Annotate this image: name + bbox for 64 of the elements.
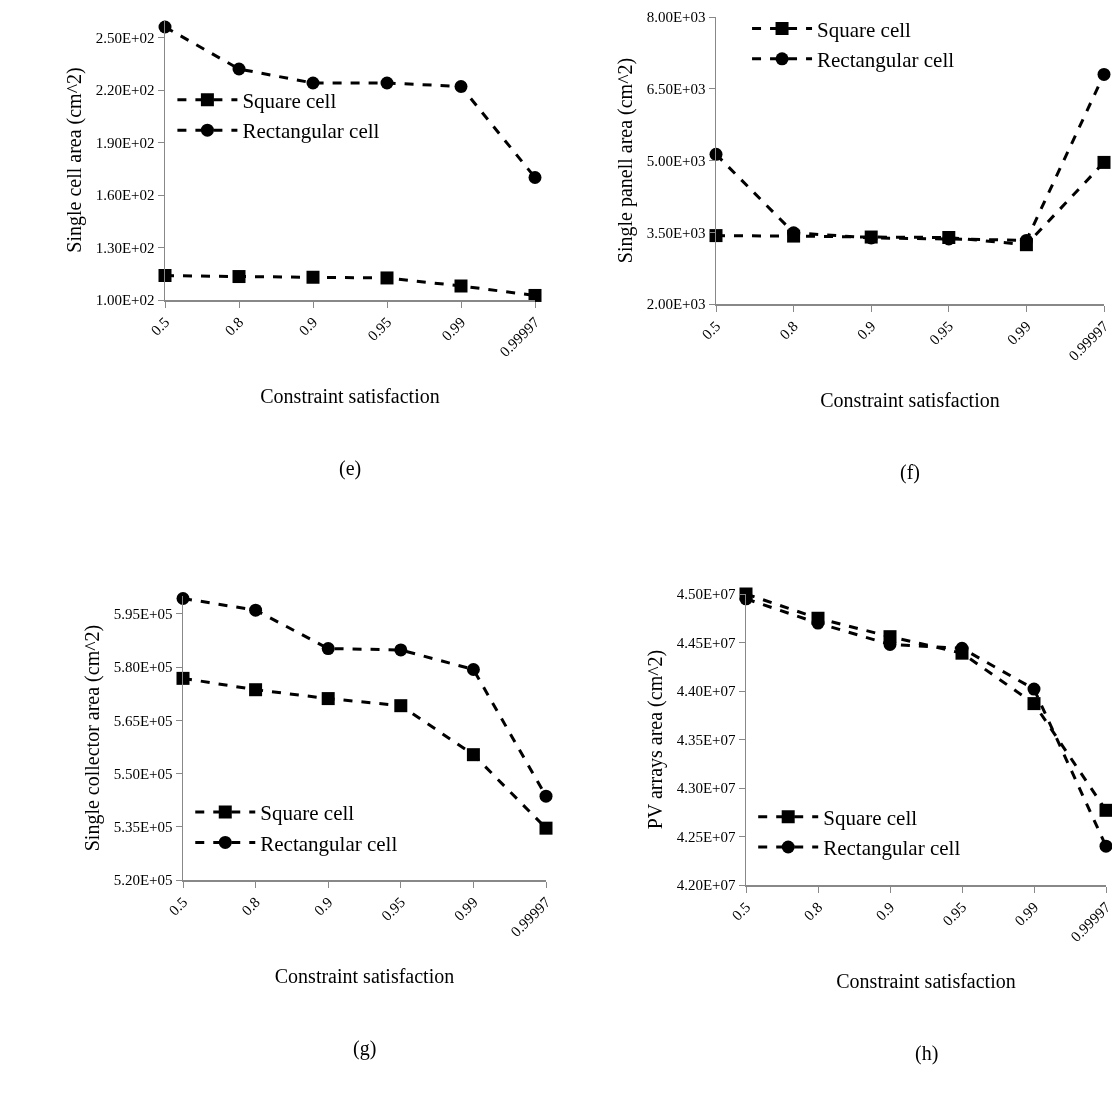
x-tick-label: 0.99 bbox=[438, 314, 469, 344]
y-tick-label: 5.20E+05 bbox=[113, 872, 173, 889]
legend-label: Square cell bbox=[242, 89, 337, 114]
text: (f) bbox=[900, 461, 920, 484]
legend-label: Rectangular cell bbox=[823, 836, 961, 861]
y-tick-label: 4.30E+07 bbox=[676, 780, 736, 797]
x-tick-label: 0.9 bbox=[295, 314, 321, 339]
x-axis-title: Constraint satisfaction bbox=[260, 385, 440, 408]
legend-label: Square cell bbox=[260, 801, 355, 826]
y-axis-title: Single cell area (cm^2) bbox=[63, 67, 87, 253]
legend-label: Rectangular cell bbox=[817, 48, 955, 73]
x-tick-label: 0.5 bbox=[728, 899, 754, 924]
x-tick-label: 0.99 bbox=[1011, 899, 1042, 929]
x-tick-label: 0.99 bbox=[1003, 318, 1034, 348]
y-tick-label: 4.40E+07 bbox=[676, 683, 736, 700]
y-axis-title: PV arrays area (cm^2) bbox=[644, 649, 668, 830]
x-tick-label: 0.8 bbox=[776, 318, 802, 343]
y-tick-label: 1.30E+02 bbox=[95, 239, 155, 256]
x-tick-label: 0.5 bbox=[147, 314, 173, 339]
y-tick-label: 4.25E+07 bbox=[676, 828, 736, 845]
x-tick-label: 0.95 bbox=[939, 899, 970, 929]
y-tick-label: 5.00E+03 bbox=[646, 152, 706, 169]
y-tick-label: 4.20E+07 bbox=[676, 877, 736, 894]
x-tick-label: 0.9 bbox=[311, 894, 336, 919]
x-axis-title: Constraint satisfaction bbox=[274, 965, 455, 988]
y-tick-label: 1.90E+02 bbox=[95, 134, 155, 151]
y-tick-label: 5.65E+05 bbox=[113, 712, 173, 729]
legend-label: Square cell bbox=[817, 17, 912, 42]
y-tick-label: 4.35E+07 bbox=[676, 731, 736, 748]
y-tick-label: 2.00E+03 bbox=[646, 296, 706, 313]
y-tick-label: 2.50E+02 bbox=[95, 29, 155, 46]
legend-label: Rectangular cell bbox=[260, 831, 398, 856]
text: (e) bbox=[339, 457, 362, 480]
y-tick-label: 4.50E+07 bbox=[676, 586, 736, 603]
x-tick-label: 0.95 bbox=[926, 318, 957, 348]
y-tick-label: 8.00E+03 bbox=[646, 9, 706, 26]
x-tick-label: 0.5 bbox=[698, 318, 724, 343]
x-tick-label: 0.8 bbox=[238, 894, 264, 919]
x-tick-label: 0.9 bbox=[854, 318, 879, 343]
legend-label: Rectangular cell bbox=[242, 119, 380, 144]
y-tick-label: 1.00E+02 bbox=[95, 292, 155, 309]
x-tick-label: 0.99 bbox=[450, 894, 481, 924]
x-tick-label: 0.9 bbox=[872, 899, 898, 924]
y-tick-label: 5.95E+05 bbox=[113, 606, 173, 622]
y-tick-label: 5.35E+05 bbox=[113, 819, 173, 835]
x-axis-title: Constraint satisfaction bbox=[836, 970, 1016, 993]
y-tick-label: 5.80E+05 bbox=[113, 659, 173, 676]
x-tick-label: 0.8 bbox=[221, 314, 247, 339]
y-tick-label: 5.50E+05 bbox=[113, 765, 173, 782]
x-axis-title: Constraint satisfaction bbox=[820, 389, 1000, 412]
x-tick-label: 0.8 bbox=[800, 899, 826, 924]
y-axis-title: Single panell area (cm^2) bbox=[614, 57, 638, 264]
x-tick-label: 0.95 bbox=[378, 894, 409, 924]
y-axis-title: Single collector area (cm^2) bbox=[81, 624, 105, 852]
legend-label: Square cell bbox=[823, 805, 918, 830]
text: (h) bbox=[915, 1042, 939, 1065]
y-tick-label: 2.20E+02 bbox=[95, 82, 155, 99]
x-tick-label: 0.5 bbox=[165, 894, 191, 919]
y-tick-label: 1.60E+02 bbox=[95, 187, 155, 204]
y-tick-label: 3.50E+03 bbox=[646, 224, 706, 241]
y-tick-label: 6.50E+03 bbox=[646, 81, 706, 97]
y-tick-label: 4.45E+07 bbox=[676, 634, 736, 651]
x-tick-label: 0.95 bbox=[364, 314, 395, 344]
text: (g) bbox=[353, 1037, 377, 1060]
